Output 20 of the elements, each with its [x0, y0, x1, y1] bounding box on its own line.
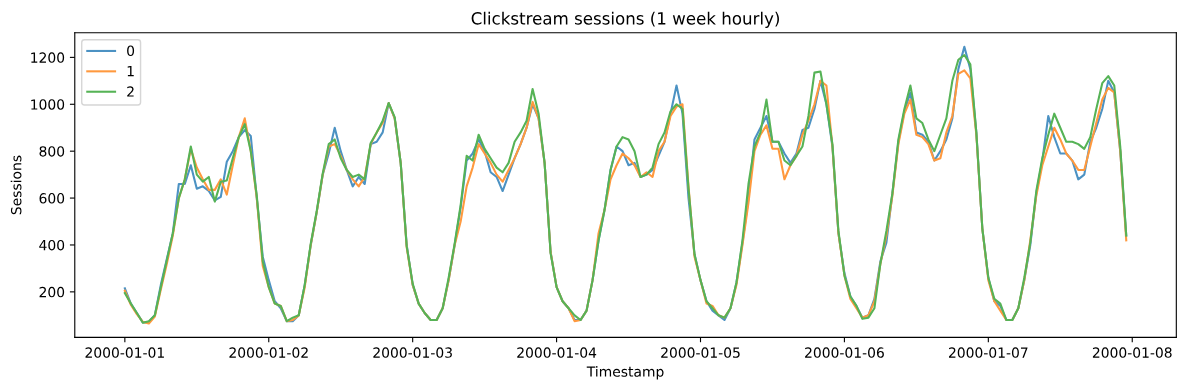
x-tick-label: 2000-01-05 [661, 347, 740, 358]
y-axis-title: Sessions [10, 155, 22, 215]
legend-label: 0 [127, 45, 135, 57]
chart-title: Clickstream sessions (1 week hourly) [471, 11, 779, 28]
x-tick-label: 2000-01-02 [229, 347, 308, 358]
legend-label: 2 [127, 86, 134, 97]
x-tick-label: 2000-01-08 [1092, 347, 1172, 358]
y-tick-label: 1200 [31, 52, 65, 63]
y-tick-label: 200 [39, 286, 65, 298]
x-tick-label: 2000-01-01 [85, 347, 164, 358]
y-tick-label: 400 [39, 239, 65, 251]
x-axis-title: Timestamp [586, 366, 664, 380]
y-tick-label: 600 [39, 193, 65, 204]
x-tick-label: 2000-01-06 [805, 347, 884, 358]
y-tick-label: 800 [39, 146, 65, 157]
legend-label: 1 [127, 66, 134, 77]
x-tick-label: 2000-01-03 [373, 347, 452, 358]
x-tick-label: 2000-01-04 [517, 347, 597, 358]
x-tick-label: 2000-01-07 [948, 347, 1028, 358]
y-tick-label: 1000 [31, 99, 65, 110]
